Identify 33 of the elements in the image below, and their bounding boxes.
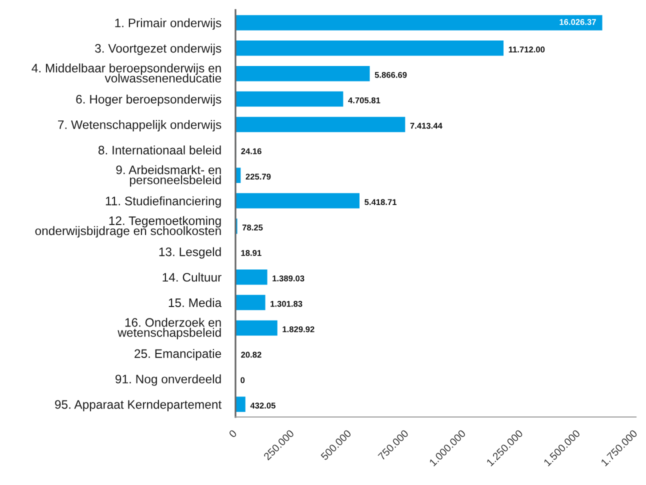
- annotation: 16.026.37: [560, 19, 596, 25]
- y-tick-label: 25. Emancipatie: [134, 348, 222, 360]
- y-tick-label: 7. Wetenschappelijk onderwijs: [58, 120, 222, 132]
- y-tick-label: 1. Primair onderwijs: [115, 18, 222, 30]
- annotation: 24.16: [241, 148, 262, 154]
- annotation: 1.829.92: [282, 326, 314, 332]
- annotation: 1.301.83: [270, 300, 302, 307]
- y-tick-label: 12. Tegemoetkoming onderwijsbijdrage en schoolkosten: [35, 216, 221, 238]
- annotation: 5.866.69: [374, 72, 407, 78]
- y-tick-label: 8. Internationaal beleid: [98, 145, 221, 154]
- annotation: 78.25: [242, 224, 263, 230]
- y-tick-label: 3. Voortgezet onderwijs: [95, 44, 222, 56]
- annotation: 0: [240, 377, 245, 384]
- y-tick-label: 9. Arbeidsmarkt- en personeelsbeleid: [116, 165, 221, 187]
- y-tick-label: 13. Lesgeld: [159, 247, 221, 259]
- y-tick-label: 4. Middelbaar beroepsonderwijs en volwasseneneducatie: [32, 63, 222, 83]
- annotation: 7.413.44: [410, 122, 442, 129]
- y-tick-label: 11. Studiefinanciering: [106, 196, 221, 208]
- annotation: 1.389.03: [272, 275, 304, 282]
- y-tick-label: 95. Apparaat Kerndepartement: [55, 400, 222, 412]
- annotation: 225.79: [246, 174, 271, 180]
- annotation: 4.705.81: [348, 97, 380, 104]
- annotation: 18.91: [241, 250, 262, 256]
- y-tick-label: 6. Hoger beroepsonderwijs: [76, 94, 222, 106]
- y-tick-label: 15. Media: [168, 298, 222, 308]
- y-tick-label: 16. Onderzoek en wetenschapsbeleid: [118, 318, 221, 340]
- x-tick-label: 0: [228, 429, 238, 438]
- annotation: 11.712.00: [508, 46, 545, 52]
- annotation: 432.05: [250, 402, 276, 409]
- annotation: 20.82: [241, 352, 262, 358]
- y-tick-label: 91. Nog onverdeeld: [116, 374, 221, 386]
- y-tick-label: 14. Cultuur: [162, 272, 222, 282]
- annotation: 5.418.71: [364, 199, 397, 206]
